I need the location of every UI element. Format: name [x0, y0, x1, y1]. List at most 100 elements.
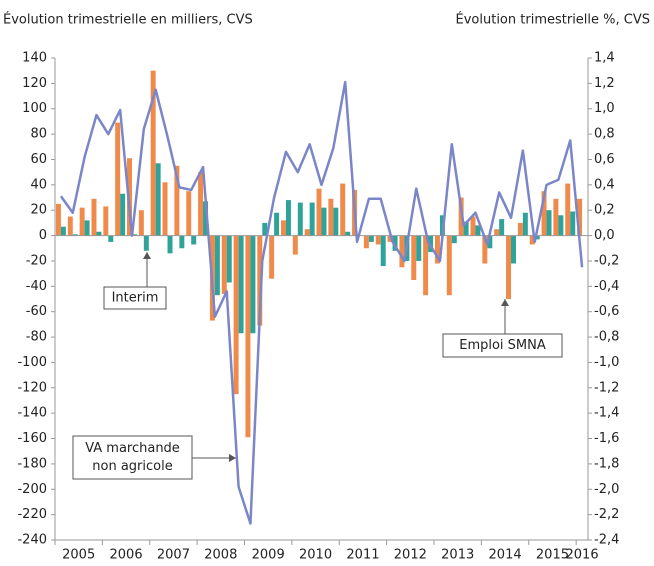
y2-tick-label: -0,2 [594, 253, 619, 268]
y-axis-label: Évolution trimestrielle en milliers, CVS [3, 12, 253, 28]
y-tick-label: -40 [26, 279, 47, 294]
bar [238, 235, 244, 334]
bar [487, 235, 493, 249]
x-tick-label: 2014 [489, 548, 522, 563]
bar [257, 235, 263, 326]
bar [274, 212, 280, 236]
bar [162, 182, 168, 236]
bar [392, 235, 398, 251]
y-tick-label: 80 [30, 127, 47, 142]
bar [499, 219, 505, 236]
y-tick-label: 100 [22, 101, 47, 116]
y-tick-label: 40 [30, 177, 47, 192]
bar [226, 235, 232, 283]
bar [506, 235, 512, 299]
y2-tick-label: -1,4 [594, 406, 619, 421]
y-tick-label: -60 [26, 304, 47, 319]
bar [416, 235, 422, 261]
y-tick-label: 120 [22, 76, 47, 91]
bar [55, 203, 61, 236]
annotation-text: non agricole [92, 459, 172, 474]
bar [214, 235, 220, 296]
bar [304, 229, 310, 236]
bar [262, 222, 268, 236]
bar [115, 122, 121, 236]
bar [269, 235, 275, 279]
y2-tick-label: -2,0 [594, 482, 619, 497]
y-tick-label: -140 [17, 406, 47, 421]
y2-tick-label: 1,0 [594, 101, 615, 116]
bar [451, 235, 457, 244]
bar [309, 202, 315, 236]
bar [292, 235, 298, 255]
annotation-box [103, 286, 167, 310]
y2-tick-label: -2,4 [594, 533, 619, 548]
y2-tick-label: -1,6 [594, 431, 619, 446]
bar [221, 235, 227, 294]
y2-tick-label: 0,2 [594, 203, 615, 218]
bar [297, 202, 303, 236]
bar [423, 235, 429, 296]
bar [79, 207, 85, 236]
y2-tick-label: -0,6 [594, 304, 619, 319]
bar [340, 183, 346, 236]
bar [482, 235, 488, 264]
x-tick-label: 2011 [346, 548, 379, 563]
x-tick-label: 2009 [252, 548, 285, 563]
bar [558, 215, 564, 236]
y-tick-label: -220 [17, 507, 47, 522]
x-tick-label: 2016 [566, 548, 599, 563]
bar [245, 235, 251, 438]
bar [529, 235, 535, 245]
y-tick-label: 60 [30, 152, 47, 167]
y2-tick-label: 0,4 [594, 177, 615, 192]
annotation-text: Interim [112, 291, 159, 306]
bar [198, 172, 204, 236]
x-tick-label: 2013 [441, 548, 474, 563]
y-tick-label: -20 [26, 253, 47, 268]
x-tick-label: 2012 [394, 548, 427, 563]
bar [167, 235, 173, 254]
bar [150, 70, 156, 236]
bar [387, 235, 393, 242]
line-series [59, 80, 584, 525]
bar [375, 235, 381, 245]
bar [60, 226, 66, 236]
y2-tick-label: 1,4 [594, 51, 615, 66]
bar [534, 235, 540, 240]
y2-tick-label: -2,2 [594, 507, 619, 522]
bar [511, 235, 516, 264]
bar [475, 225, 481, 236]
bar [143, 235, 149, 251]
y2-tick-label: -1,8 [594, 456, 619, 471]
y-tick-label: -80 [26, 330, 47, 345]
bar [328, 198, 334, 236]
y-tick-label: 140 [22, 51, 47, 66]
bar [380, 235, 386, 267]
bar [174, 165, 180, 236]
bar [463, 221, 469, 236]
bar [494, 229, 500, 236]
bar [67, 216, 73, 236]
bar [72, 234, 78, 236]
bar [565, 183, 571, 236]
y-tick-label: -160 [17, 431, 47, 446]
y2-tick-label: -0,4 [594, 279, 619, 294]
x-tick-label: 2006 [110, 548, 143, 563]
y2-tick-label: 0,8 [594, 127, 615, 142]
bar [103, 206, 109, 236]
x-tick-label: 2007 [157, 548, 190, 563]
annotation-arrowhead [143, 252, 151, 259]
bar [517, 222, 523, 236]
bar [345, 231, 351, 236]
y2-tick-label: -0,8 [594, 330, 619, 345]
bar [179, 235, 185, 249]
bar [108, 235, 114, 242]
y2-tick-label: 1,2 [594, 76, 615, 91]
annotation-box [442, 333, 563, 358]
y-tick-label: -100 [17, 355, 47, 370]
bar [120, 193, 126, 236]
bar [250, 235, 256, 334]
